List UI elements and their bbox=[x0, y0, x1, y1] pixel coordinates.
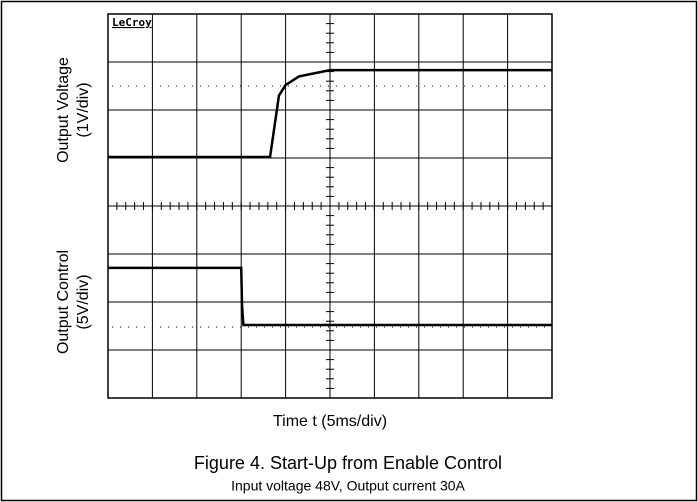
series-label: Output Voltage bbox=[55, 57, 72, 163]
figure-subtitle: Input voltage 48V, Output current 30A bbox=[231, 478, 465, 494]
series-scale: (5V/div) bbox=[75, 274, 92, 329]
trace bbox=[108, 68, 552, 159]
x-axis-label: Time t (5ms/div) bbox=[273, 413, 387, 430]
trace bbox=[108, 266, 552, 327]
series-scale: (1V/div) bbox=[75, 82, 92, 137]
brand-label: LeCroy bbox=[112, 16, 152, 29]
series-label: Output Control bbox=[55, 250, 72, 354]
figure-title: Figure 4. Start-Up from Enable Control bbox=[194, 453, 502, 473]
